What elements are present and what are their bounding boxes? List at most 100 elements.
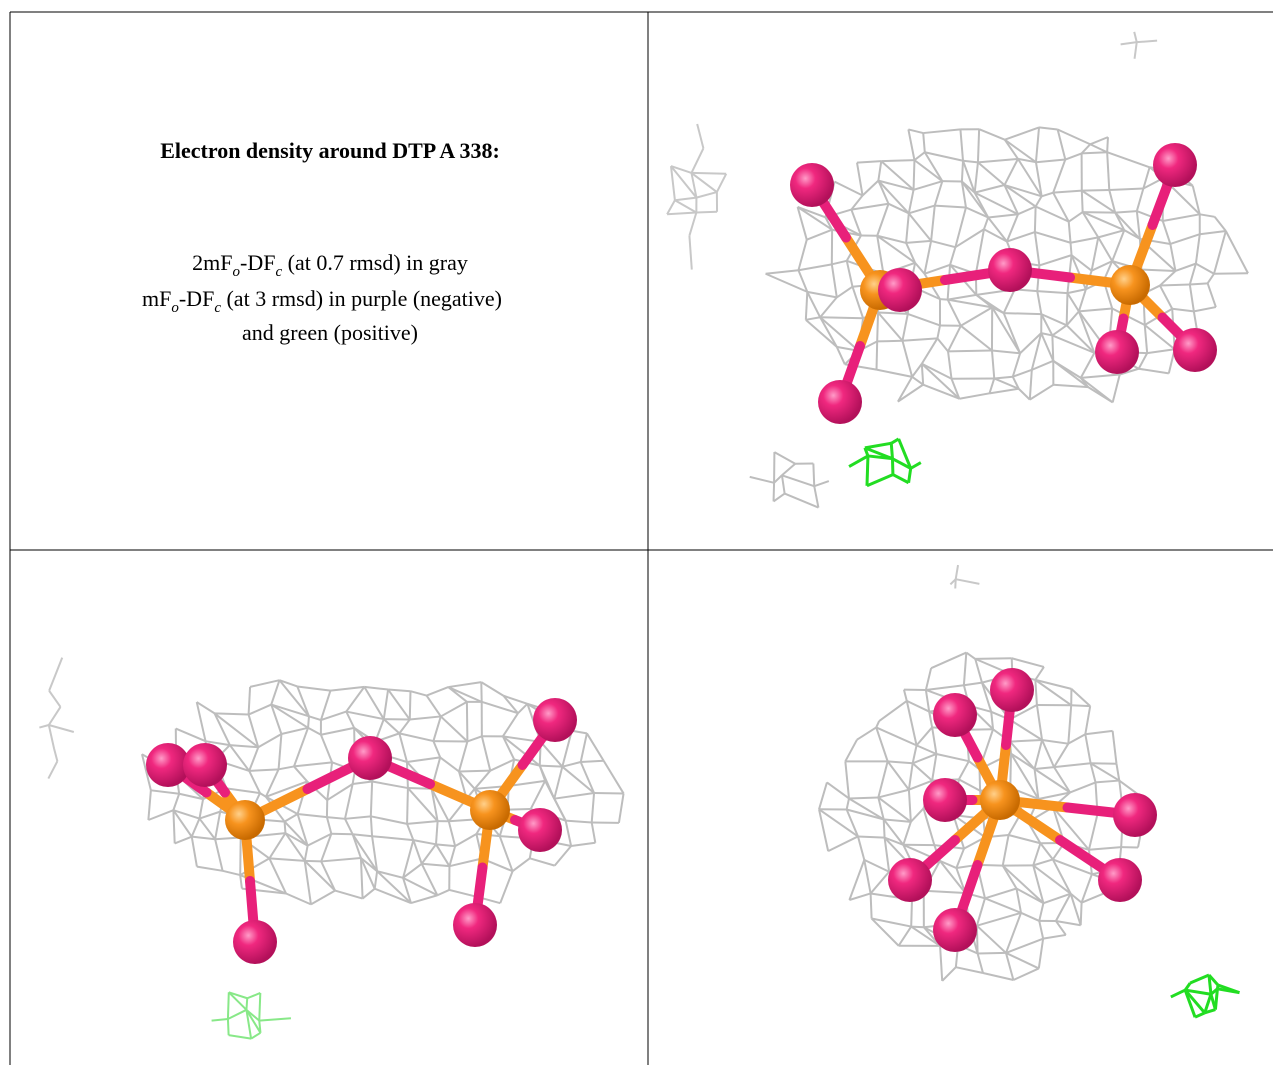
mesh-edge xyxy=(923,240,933,274)
mesh-edge xyxy=(1091,260,1113,272)
mesh-edge xyxy=(351,833,378,872)
mesh-edge xyxy=(371,836,379,872)
mesh-edge xyxy=(924,151,964,162)
mesh-edge xyxy=(876,312,880,342)
mesh-edge xyxy=(297,813,328,819)
oxygen-atom xyxy=(146,743,190,787)
mesh-edge xyxy=(1079,352,1096,379)
mesh-edge xyxy=(222,869,241,877)
mesh-edge xyxy=(1034,666,1045,681)
mesh-edge xyxy=(765,272,808,293)
mesh-edge xyxy=(928,711,934,728)
mesh-edge xyxy=(148,809,174,821)
mesh-edge xyxy=(326,816,346,820)
mesh-edge xyxy=(258,1020,262,1033)
oxygen-atom xyxy=(988,248,1032,292)
mesh-edge xyxy=(850,209,862,236)
mesh-edge xyxy=(781,474,815,488)
mesh-edge xyxy=(920,337,939,365)
mesh-edge xyxy=(984,887,1017,900)
density-mesh xyxy=(765,126,1249,404)
mesh-edge xyxy=(865,455,870,486)
mesh-edge xyxy=(1106,152,1111,191)
mesh-edge xyxy=(1065,310,1080,326)
mesh-edge xyxy=(226,787,261,795)
mesh-edge xyxy=(402,876,438,897)
mesh-edge xyxy=(602,760,625,794)
mesh-edge xyxy=(1106,151,1150,169)
mesh-edge xyxy=(432,716,442,742)
mesh-edge xyxy=(670,165,676,201)
mesh-edge xyxy=(912,753,937,765)
mesh-edge xyxy=(1017,158,1043,197)
mesh-edge xyxy=(406,756,441,763)
mesh-edge xyxy=(228,1034,252,1040)
mesh-edge xyxy=(213,712,259,749)
mesh-edge xyxy=(906,699,930,713)
mesh-edge xyxy=(382,689,390,720)
mesh-edge xyxy=(467,735,483,743)
mesh-edge xyxy=(908,128,924,135)
mesh-edge xyxy=(1034,766,1055,770)
mesh-edge xyxy=(1069,893,1082,926)
mesh-edge xyxy=(1034,679,1072,707)
mesh-edge xyxy=(897,383,924,403)
mesh-edge xyxy=(1003,139,1019,160)
mesh-edge xyxy=(765,269,799,275)
mesh-edge xyxy=(245,1009,253,1039)
mesh-edge xyxy=(902,821,912,846)
mesh-edge xyxy=(284,832,309,847)
mesh-edge xyxy=(696,123,705,149)
mesh-edge xyxy=(296,813,309,846)
mesh-edge xyxy=(911,925,924,929)
mesh-edge xyxy=(562,761,581,768)
mesh-edge xyxy=(434,821,439,845)
mesh-edge xyxy=(1019,332,1042,355)
mesh-edge xyxy=(907,189,915,214)
oxygen-atom xyxy=(518,808,562,852)
mesh-edge xyxy=(1141,268,1176,272)
mesh-edge xyxy=(848,796,879,800)
mesh-edge xyxy=(1108,189,1117,213)
mesh-edge xyxy=(877,311,908,315)
mesh-edge xyxy=(245,1009,262,1034)
mesh-edge xyxy=(670,165,692,174)
caption-line: and green (positive) xyxy=(242,320,418,345)
mesh-edge xyxy=(320,833,333,862)
mesh-edge xyxy=(227,1008,247,1020)
mesh-edge xyxy=(910,925,941,947)
mesh-edge xyxy=(1034,127,1041,163)
mesh-edge xyxy=(1175,262,1197,272)
mesh-edge xyxy=(924,667,933,691)
mesh-edge xyxy=(370,815,408,825)
mesh-edge xyxy=(502,735,541,767)
mesh-edge xyxy=(988,213,1019,219)
mesh-edge xyxy=(921,362,952,380)
mesh-edge xyxy=(1080,373,1120,379)
mesh-edge xyxy=(797,206,826,219)
mesh-edge xyxy=(880,160,915,191)
mesh-edge xyxy=(279,679,298,688)
mesh-edge xyxy=(1052,192,1070,223)
mesh-edge xyxy=(303,845,309,862)
mesh-edge xyxy=(947,325,962,352)
mesh-edge xyxy=(975,925,979,954)
mesh-edge xyxy=(924,263,951,275)
mesh-edge xyxy=(172,809,193,838)
oxygen-atom xyxy=(183,743,227,787)
mesh-edge xyxy=(797,239,808,271)
mesh-edge xyxy=(849,892,871,901)
mesh-edge xyxy=(1199,230,1226,236)
mesh-edge xyxy=(892,473,910,485)
mesh-edge xyxy=(448,845,457,867)
oxygen-atom xyxy=(233,920,277,964)
mesh-edge xyxy=(993,377,1020,390)
mesh-edge xyxy=(1070,688,1091,707)
mesh-edge xyxy=(320,710,347,722)
mesh-edge xyxy=(53,748,59,762)
mesh-edge xyxy=(1098,229,1125,239)
mesh-edge xyxy=(293,765,308,783)
mesh-edge xyxy=(805,316,821,321)
density-mesh xyxy=(666,123,728,270)
mesh-edge xyxy=(1119,367,1140,376)
